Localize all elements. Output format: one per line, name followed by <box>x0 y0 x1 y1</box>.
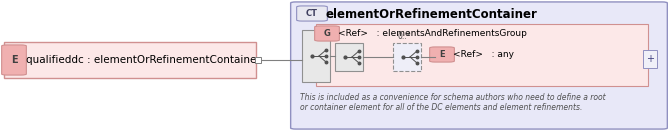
Text: qualifieddc : elementOrRefinementContainer: qualifieddc : elementOrRefinementContain… <box>26 55 261 65</box>
Text: 0..*: 0..* <box>397 32 411 41</box>
Text: This is included as a convenience for schema authors who need to define a root
o: This is included as a convenience for sc… <box>300 93 606 112</box>
Text: <Ref>   : elementsAndRefinementsGroup: <Ref> : elementsAndRefinementsGroup <box>338 30 527 38</box>
FancyBboxPatch shape <box>316 24 648 86</box>
FancyBboxPatch shape <box>302 30 330 82</box>
Text: G: G <box>323 29 331 38</box>
Text: E: E <box>11 55 17 65</box>
Text: CT: CT <box>306 9 318 18</box>
FancyBboxPatch shape <box>393 43 421 71</box>
Text: elementOrRefinementContainer: elementOrRefinementContainer <box>326 7 538 20</box>
FancyBboxPatch shape <box>297 6 327 21</box>
Text: <Ref>   : any: <Ref> : any <box>453 51 514 59</box>
FancyBboxPatch shape <box>643 50 657 68</box>
FancyBboxPatch shape <box>315 26 339 41</box>
FancyBboxPatch shape <box>335 43 363 71</box>
Text: E: E <box>439 50 445 59</box>
FancyBboxPatch shape <box>4 42 256 78</box>
FancyBboxPatch shape <box>430 47 454 62</box>
Text: +: + <box>646 54 654 64</box>
FancyBboxPatch shape <box>291 2 667 129</box>
FancyBboxPatch shape <box>1 45 26 75</box>
